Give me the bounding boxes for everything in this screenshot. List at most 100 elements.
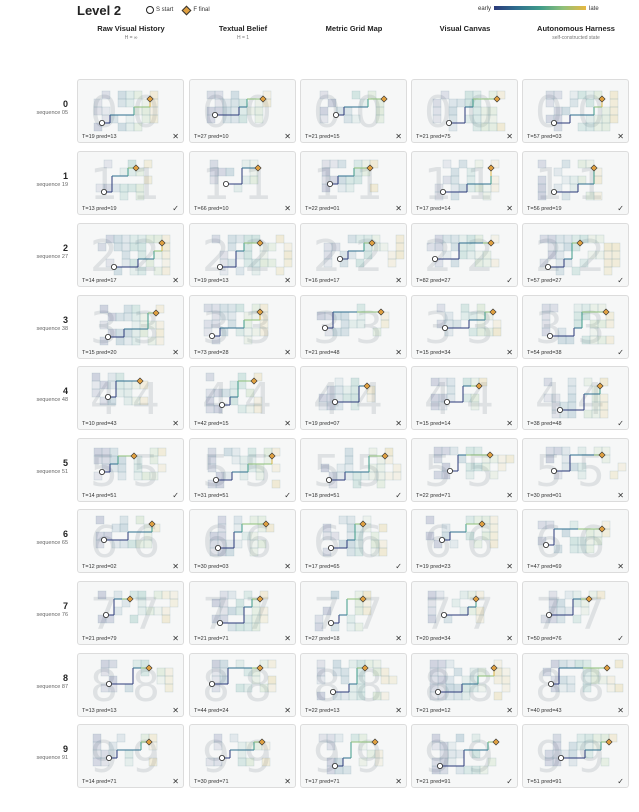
observed-tile (441, 462, 451, 472)
observed-tile (576, 741, 586, 751)
start-marker (436, 763, 443, 770)
observed-tile (445, 659, 455, 669)
trajectory-panel: 88 T=13 pred=13 ✕ (77, 653, 184, 717)
final-marker (493, 95, 501, 103)
panel-caption: T=15 pred=14 (416, 421, 451, 427)
observed-tile (556, 598, 566, 608)
final-marker (598, 95, 606, 103)
observed-tile (153, 266, 163, 276)
observed-tile (576, 733, 586, 743)
observed-tile (460, 303, 470, 313)
final-marker (145, 664, 153, 672)
observed-tile (139, 380, 149, 390)
observed-tile (363, 250, 373, 260)
observed-tile (374, 749, 384, 759)
final-marker (487, 164, 495, 172)
observed-tile (458, 159, 468, 169)
observed-tile (324, 311, 334, 321)
observed-tile (380, 311, 390, 321)
column-title: Metric Grid Map (325, 24, 383, 33)
observed-tile (137, 250, 147, 260)
digit-watermark: 66 (313, 517, 397, 568)
column-subtitle: H = 1 (236, 35, 250, 41)
observed-tile (353, 175, 363, 185)
start-marker (100, 189, 107, 196)
observed-tile (137, 598, 147, 608)
observed-tile (384, 455, 394, 465)
panel-caption: T=51 pred=91 (527, 779, 562, 785)
observed-tile (259, 614, 269, 624)
observed-tile (129, 614, 139, 624)
trajectory-panel: 11 T=22 pred=01 ✕ (300, 151, 407, 215)
observed-tile (217, 515, 227, 525)
digit-watermark: 44 (202, 374, 286, 425)
trajectory-plot: 55 (424, 446, 515, 497)
observed-tile (149, 106, 159, 116)
observed-tile (544, 749, 554, 759)
observed-tile (227, 303, 237, 313)
observed-tile (567, 409, 577, 419)
observed-tile (425, 515, 435, 525)
panel-caption: T=21 pred=75 (416, 134, 451, 140)
observed-tile (243, 335, 253, 345)
observed-tile (372, 667, 382, 677)
observed-tile (233, 523, 243, 533)
observed-tile (545, 98, 555, 108)
trajectory-plot: 77 (535, 589, 606, 640)
early-label: early (478, 6, 492, 12)
observed-tile (235, 598, 245, 608)
observed-tile (551, 401, 561, 411)
observed-tile (115, 388, 125, 398)
final-marker (371, 738, 379, 746)
observed-tile (332, 667, 342, 677)
observed-tile (475, 614, 485, 624)
observed-tile (108, 659, 118, 669)
observed-tile (346, 614, 356, 624)
observed-tile (450, 191, 460, 201)
result-mark: ✕ (395, 777, 402, 786)
result-mark: ✕ (172, 348, 179, 357)
observed-tile (123, 396, 133, 406)
observed-tile (262, 90, 272, 100)
observed-tile (129, 590, 139, 600)
observed-tile (354, 539, 364, 549)
observed-tile (475, 590, 485, 600)
observed-tile (603, 250, 613, 260)
observed-tile (455, 733, 465, 743)
observed-tile (346, 622, 356, 632)
start-marker (438, 536, 445, 543)
start-marker (331, 399, 338, 406)
digit-watermark: 77 (90, 589, 174, 640)
trajectory-plot: 44 (535, 374, 609, 425)
observed-tile (471, 733, 481, 743)
observed-tile (501, 667, 511, 677)
result-mark: ✕ (506, 634, 513, 643)
start-marker (550, 120, 557, 127)
row-header: 4 sequence 48 (0, 386, 69, 403)
observed-tile (356, 683, 366, 693)
observed-tile (254, 106, 264, 116)
row-sequence-label: sequence 51 (36, 469, 69, 475)
observed-tile (119, 539, 129, 549)
result-mark: ✓ (617, 419, 624, 428)
observed-tile (488, 122, 498, 132)
observed-tile (601, 106, 611, 116)
final-marker (126, 595, 134, 603)
observed-tile (453, 691, 463, 701)
observed-tile (446, 385, 456, 395)
observed-tile (362, 606, 372, 616)
observed-tile (161, 234, 171, 244)
final-marker (486, 451, 494, 459)
observed-tile (488, 106, 498, 116)
result-mark: ✓ (617, 777, 624, 786)
observed-tile (229, 388, 239, 398)
observed-tile (245, 741, 255, 751)
observed-tile (207, 455, 217, 465)
observed-tile (247, 447, 257, 457)
observed-tile (537, 175, 547, 185)
observed-tile (605, 319, 615, 329)
observed-tile (125, 122, 135, 132)
final-marker (145, 738, 153, 746)
digit-watermark: 88 (535, 661, 619, 712)
observed-tile (441, 470, 451, 480)
